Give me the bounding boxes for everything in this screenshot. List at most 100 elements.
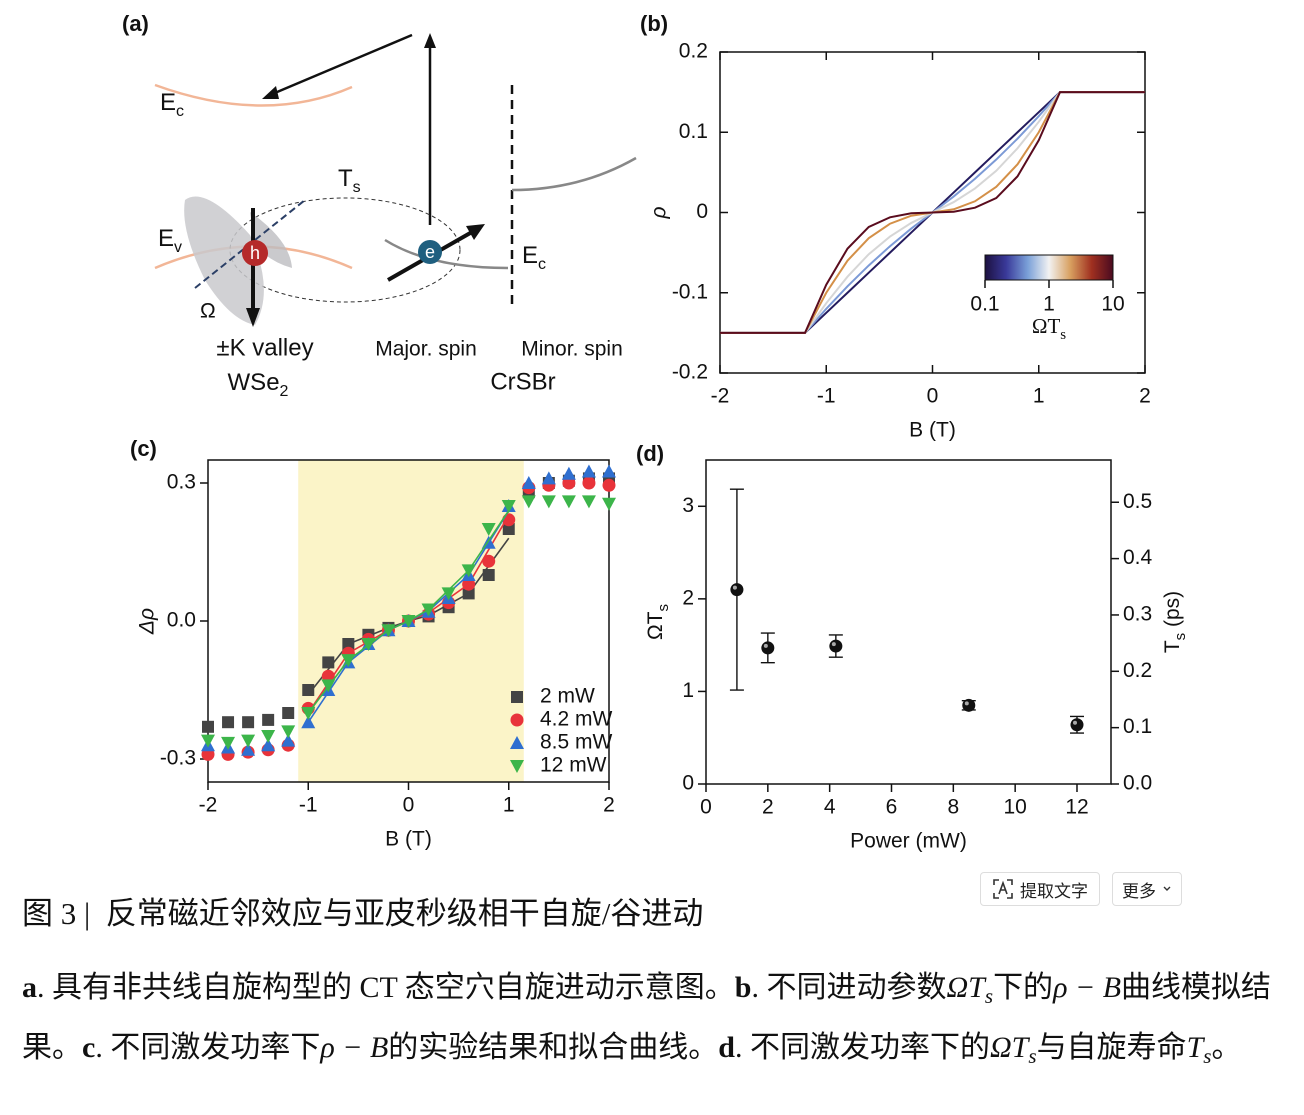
highlight: [1072, 720, 1077, 725]
colorbar: [984, 254, 1114, 281]
caption-run: 下的: [993, 971, 1054, 1004]
x-tick-label: 6: [886, 796, 898, 819]
arrow-head: [262, 86, 279, 99]
plot-frame: [207, 459, 610, 783]
caption-run: . 不同激发功率下: [95, 1031, 321, 1064]
caption-title: 图 3 | 反常磁近邻效应与亚皮秒级相干自旋/谷进动: [22, 896, 704, 931]
electron-label: e: [425, 242, 435, 262]
band: [384, 238, 509, 270]
caption-run: s: [1028, 1044, 1037, 1068]
highlight: [732, 585, 737, 590]
precession-cone: [250, 212, 292, 268]
y2-tick-label: 0.4: [1123, 546, 1153, 569]
caption-run: ΩT: [989, 1031, 1029, 1064]
highlight: [964, 701, 969, 706]
data-point: [581, 464, 596, 478]
fit-curve: [307, 510, 510, 714]
legend-label: 8.5 mW: [540, 731, 613, 754]
data-point: [241, 742, 256, 756]
label-sub: s: [1172, 633, 1189, 641]
caption-run: b: [734, 971, 752, 1004]
label: T: [338, 165, 353, 192]
x-tick-label: 2: [1139, 385, 1151, 408]
material-label: WSe2: [228, 369, 289, 400]
data-point: [281, 725, 296, 739]
axis-label: Ts (ps): [1161, 591, 1190, 653]
conduction-band: [154, 83, 353, 107]
data-point: [602, 464, 616, 478]
extract-text-button[interactable]: 提取文字: [980, 872, 1100, 906]
data-point: [602, 478, 616, 492]
caption-run: 的实验结果和拟合曲线。: [388, 1031, 719, 1064]
electron: [418, 240, 442, 264]
data-point: [202, 720, 214, 733]
x-tick-label: 0: [403, 794, 415, 817]
button-label: 更多: [1122, 881, 1156, 902]
data-point: [281, 733, 296, 747]
label-sub: s: [1060, 327, 1066, 343]
y-tick-label: 0: [682, 772, 694, 795]
data-point: [261, 730, 276, 743]
caption-run: . 不同激发功率下的: [734, 1031, 990, 1064]
data-point: [581, 495, 596, 509]
precession-cone: [184, 196, 264, 325]
data-point: [441, 587, 456, 601]
data-point: [261, 738, 276, 752]
legend-marker: [510, 760, 524, 773]
colorbar-tick-label: 1: [1043, 293, 1055, 316]
spin-label: Minor. spin: [521, 338, 623, 361]
x-tick-label: 10: [1003, 796, 1026, 819]
caption-run: c: [82, 1031, 96, 1064]
valley-label: ±K valley: [216, 334, 313, 361]
data-point: [501, 500, 516, 513]
curve: [720, 91, 1145, 334]
y2-tick-label: 0.2: [1123, 659, 1152, 682]
label: WSe: [228, 369, 280, 396]
x-tick-label: 1: [1033, 385, 1045, 408]
y-axis-label: ρ: [648, 206, 671, 219]
legend-marker: [511, 691, 523, 703]
x-tick-label: -1: [817, 385, 836, 408]
caption-run: 。: [1211, 1031, 1242, 1064]
x-tick-label: 2: [762, 796, 774, 819]
label: (ps): [1161, 591, 1184, 633]
panel-label: (b): [640, 11, 668, 36]
label: T: [1161, 640, 1184, 653]
panel-label: (c): [130, 436, 157, 461]
legend-label: 2 mW: [540, 685, 595, 708]
y-tick-label: -0.2: [672, 361, 708, 384]
data-point: [730, 583, 744, 597]
y2-tick-label: 0.5: [1123, 490, 1152, 513]
highlight: [831, 642, 836, 647]
x-tick-label: -2: [711, 385, 730, 408]
more-button[interactable]: 更多: [1112, 872, 1182, 906]
legend-label: 4.2 mW: [540, 708, 613, 731]
label-sub: 2: [280, 383, 289, 400]
data-point: [761, 641, 775, 655]
x-tick-label: 0: [927, 385, 939, 408]
colorbar-tick-label: 0.1: [970, 293, 999, 316]
button-label: 提取文字: [1020, 881, 1088, 902]
y2-tick-label: 0.0: [1123, 772, 1152, 795]
y-tick-label: 0.0: [167, 609, 196, 632]
hole-label: h: [250, 243, 260, 263]
caption-run: s: [1203, 1044, 1212, 1068]
data-point: [962, 698, 976, 712]
x-tick-label: 12: [1065, 796, 1088, 819]
y-tick-label: 0: [696, 200, 708, 223]
label-sub: v: [174, 239, 182, 256]
panel-label: (d): [636, 441, 664, 466]
y-tick-label: -0.3: [160, 747, 196, 770]
caption-run: ρ − B: [1053, 971, 1122, 1004]
caption-body: a. 具有非共线自旋构型的 CT 态空穴自旋进动示意图。b. 不同进动参数ΩTs…: [22, 962, 1287, 1082]
y-tick-label: 0.2: [679, 40, 708, 63]
precession-label: Ω: [200, 300, 216, 323]
label-sub: s: [353, 179, 361, 196]
legend-marker: [510, 713, 524, 727]
axis-label: ΩTs: [1032, 314, 1066, 344]
label-sub: s: [655, 604, 672, 612]
label: E: [158, 225, 174, 252]
x-axis-label: B (T): [909, 419, 956, 442]
x-tick-label: 4: [824, 796, 836, 819]
x-tick-label: 8: [947, 796, 959, 819]
